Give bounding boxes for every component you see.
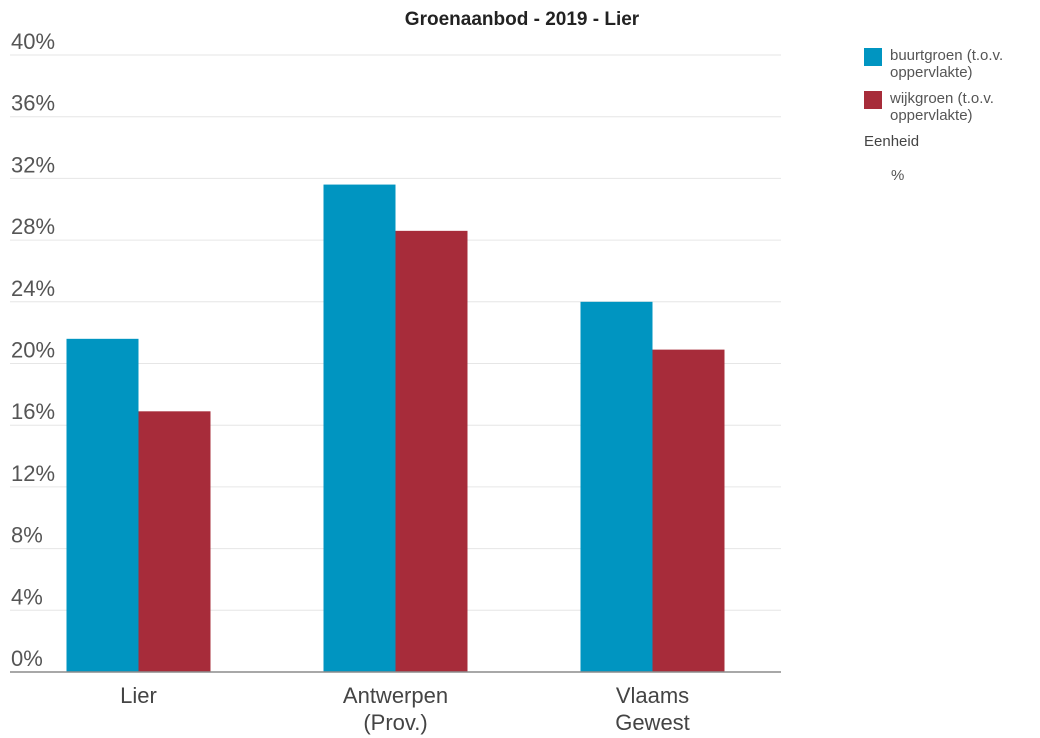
y-tick-label: 40% (11, 29, 55, 54)
legend-label-buurtgroen: buurtgroen (t.o.v. oppervlakte) (890, 47, 1003, 81)
y-tick-label: 36% (11, 91, 55, 116)
y-axis: 0% 4% 8% 12% 16% 20% 24% 28% 32% 36% 40% (11, 29, 55, 671)
y-tick-label: 4% (11, 584, 43, 609)
y-tick-label: 28% (11, 214, 55, 239)
x-tick-label: Antwerpen (Prov.) (343, 683, 448, 735)
legend-label-wijkgroen: wijkgroen (t.o.v. oppervlakte) (890, 90, 994, 124)
legend-label-line: oppervlakte) (890, 107, 973, 124)
legend-swatch-wijkgroen (864, 91, 882, 109)
legend-unit-value: % (891, 167, 905, 184)
y-tick-label: 8% (11, 523, 43, 548)
y-tick-label: 20% (11, 338, 55, 363)
x-axis: Lier Antwerpen (Prov.) Vlaams Gewest (120, 683, 690, 735)
y-tick-label: 12% (11, 461, 55, 486)
bar[interactable] (652, 349, 725, 672)
legend: buurtgroen (t.o.v. oppervlakte) wijkgroe… (864, 47, 1034, 184)
legend-label-line: oppervlakte) (890, 64, 973, 81)
bar[interactable] (138, 411, 211, 672)
legend-label-line: wijkgroen (t.o.v. (890, 90, 994, 107)
legend-item-wijkgroen[interactable]: wijkgroen (t.o.v. oppervlakte) (864, 90, 1034, 124)
y-tick-label: 32% (11, 152, 55, 177)
chart-title: Groenaanbod - 2019 - Lier (405, 9, 640, 30)
bar[interactable] (323, 184, 396, 672)
x-tick-label: Vlaams Gewest (615, 683, 690, 735)
legend-item-buurtgroen[interactable]: buurtgroen (t.o.v. oppervlakte) (864, 47, 1034, 81)
y-tick-label: 0% (11, 646, 43, 671)
bar[interactable] (66, 338, 139, 672)
bar[interactable] (580, 301, 653, 672)
x-tick-label: Lier (120, 683, 157, 708)
legend-label-line: buurtgroen (t.o.v. (890, 47, 1004, 64)
bars (66, 184, 725, 672)
legend-unit-title: Eenheid (864, 133, 920, 150)
legend-swatch-buurtgroen (864, 48, 882, 66)
y-tick-label: 16% (11, 399, 55, 424)
bar[interactable] (395, 230, 468, 672)
y-tick-label: 24% (11, 276, 55, 301)
